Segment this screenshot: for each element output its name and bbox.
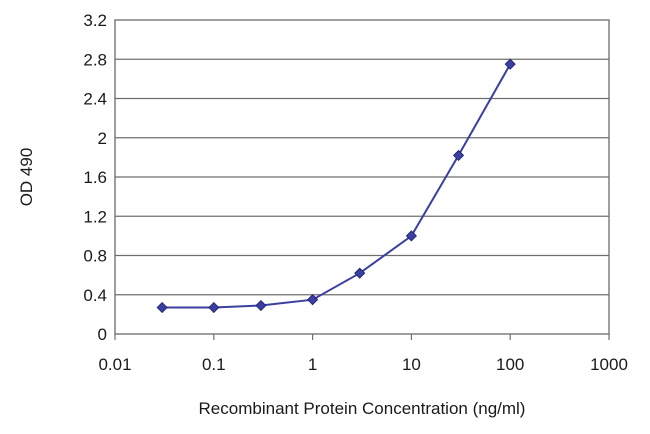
data-point	[504, 58, 516, 70]
data-point	[255, 299, 267, 312]
y-tick-label: 0.4	[83, 286, 107, 305]
y-axis-label: OD 490	[17, 148, 36, 207]
x-tick-label: 0.1	[202, 355, 226, 374]
data-point	[405, 230, 417, 242]
series-line	[162, 63, 512, 309]
grid	[115, 58, 609, 296]
y-tick-labels: 0 0.4 0.8 1.2 1.6 2 2.4 2.8 3.2	[83, 11, 107, 344]
x-tick-label: 100	[496, 355, 524, 374]
x-tick-label: 1000	[590, 355, 628, 374]
data-point	[307, 294, 319, 306]
y-tick-label: 0	[98, 325, 107, 344]
x-tick-label: 0.01	[98, 355, 131, 374]
data-point	[452, 149, 465, 161]
x-tick-label: 1	[308, 355, 317, 374]
y-tick-label: 3.2	[83, 11, 107, 30]
y-tick-label: 2.4	[83, 90, 107, 109]
y-tick-label: 0.8	[83, 247, 107, 266]
y-tick-label: 2	[98, 129, 107, 148]
data-point	[208, 301, 220, 314]
y-tick-label: 1.6	[83, 168, 107, 187]
x-axis-label: Recombinant Protein Concentration (ng/ml…	[199, 399, 526, 418]
x-tick-label: 10	[402, 355, 421, 374]
data-point	[156, 301, 168, 314]
y-tick-label: 1.2	[83, 207, 107, 226]
data-point	[354, 267, 366, 279]
x-tick-labels: 0.01 0.1 1 10 100 1000	[98, 334, 628, 374]
series-layer	[156, 58, 516, 314]
y-tick-label: 2.8	[83, 50, 107, 69]
